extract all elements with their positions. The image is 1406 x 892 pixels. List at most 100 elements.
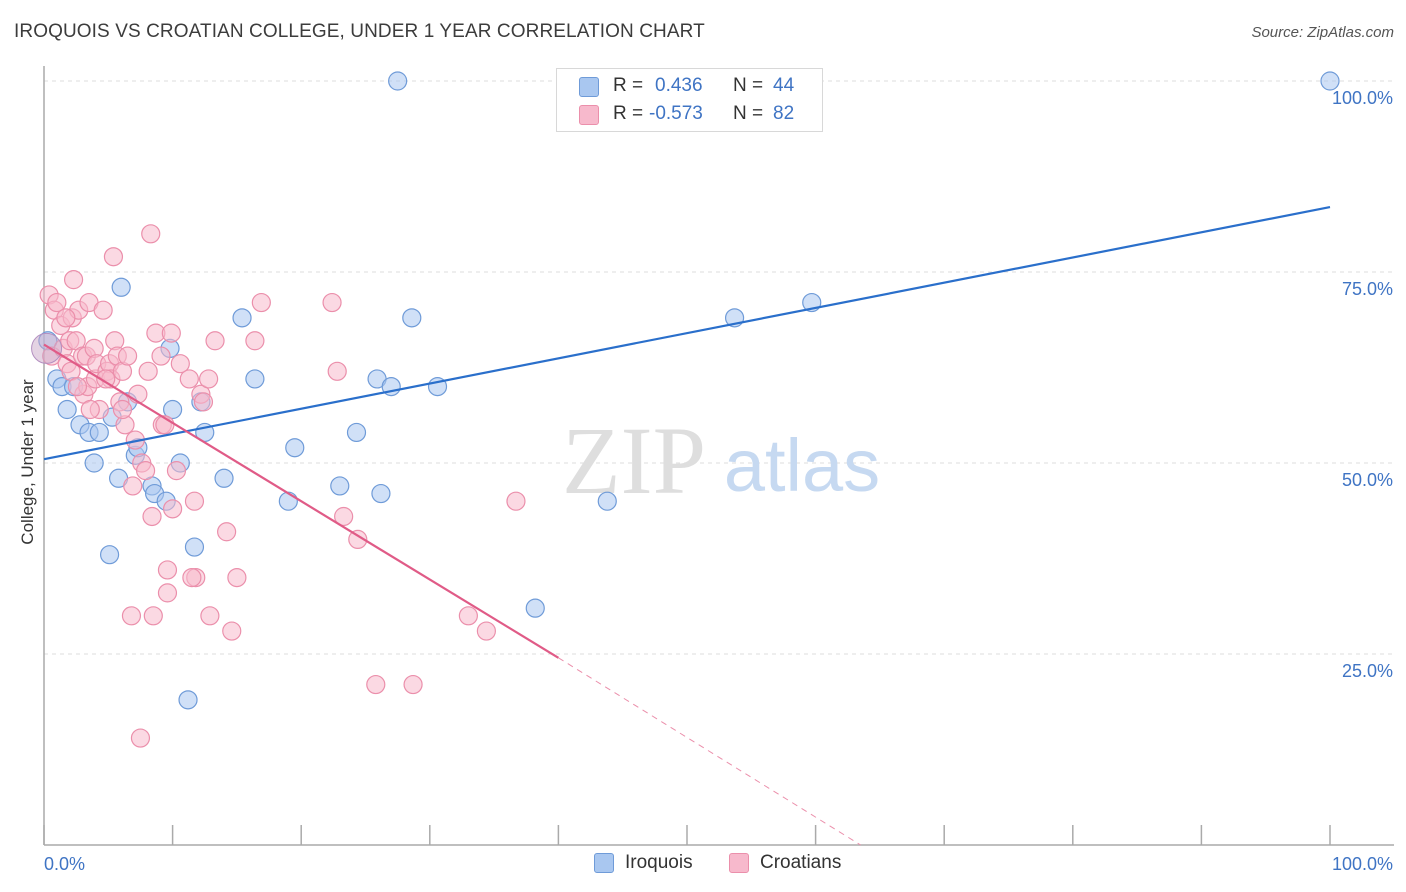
data-point-croatians (157, 560, 178, 580)
data-point-croatians (476, 621, 496, 641)
data-point-croatians (506, 491, 526, 511)
data-point-iroquois (346, 422, 367, 443)
y-tick-label: 50.0% (1342, 470, 1393, 490)
data-point-croatians (138, 361, 158, 381)
data-point-iroquois (1320, 71, 1340, 91)
legend-swatch-croatians (579, 105, 599, 125)
data-point-croatians (366, 674, 386, 695)
data-point-croatians (245, 331, 265, 351)
data-points (31, 71, 1340, 748)
data-point-croatians (403, 674, 423, 695)
axes (43, 66, 1394, 846)
legend-swatch-iroquois-bottom (594, 853, 614, 873)
data-point-croatians (166, 461, 187, 481)
legend-label-croatians: Croatians (760, 852, 842, 873)
data-point-croatians (135, 461, 156, 481)
data-point-iroquois (214, 468, 234, 488)
data-point-iroquois (184, 537, 205, 557)
data-point-croatians (143, 606, 163, 626)
data-point-croatians (141, 224, 161, 244)
data-point-croatians (112, 399, 133, 420)
data-point-iroquois (597, 491, 617, 511)
y-tick-label: 100.0% (1332, 88, 1393, 108)
data-point-iroquois (99, 545, 120, 565)
data-point-croatians (334, 506, 354, 527)
data-point-croatians (80, 399, 100, 420)
data-point-croatians (179, 369, 199, 389)
data-point-croatians (161, 323, 181, 343)
data-point-croatians (199, 369, 219, 389)
data-point-croatians (200, 606, 220, 626)
watermark: ZIP atlas (562, 407, 880, 514)
data-point-croatians (170, 354, 190, 374)
data-point-iroquois (57, 399, 77, 420)
r-value-croatians: -0.573 (649, 103, 703, 124)
data-point-iroquois (285, 438, 305, 458)
chart-title: IROQUOIS VS CROATIAN COLLEGE, UNDER 1 YE… (14, 21, 705, 42)
data-point-iroquois (232, 308, 252, 328)
data-point-iroquois (178, 690, 198, 710)
data-point-croatians (163, 499, 183, 519)
data-point-croatians (93, 300, 113, 320)
data-point-croatians (348, 529, 368, 550)
data-point-iroquois (278, 491, 298, 511)
data-point-croatians (205, 331, 225, 351)
data-point-croatians (184, 491, 205, 511)
trend-extension-croatians (558, 657, 861, 846)
data-point-iroquois (111, 277, 131, 297)
x-tick-label: 100.0% (1332, 854, 1393, 874)
legend-swatch-iroquois (579, 77, 599, 97)
data-point-iroquois (525, 598, 545, 618)
data-point-cluster (31, 332, 63, 364)
data-point-croatians (67, 377, 88, 397)
data-point-croatians (117, 346, 138, 366)
y-tick-label: 75.0% (1342, 279, 1393, 299)
data-point-croatians (193, 392, 214, 412)
data-point-croatians (123, 476, 143, 496)
data-point-croatians (458, 606, 478, 626)
data-point-croatians (96, 369, 116, 389)
data-point-iroquois (388, 71, 408, 91)
data-point-croatians (217, 522, 237, 542)
data-point-iroquois (245, 369, 265, 389)
x-tick-label: 0.0% (44, 854, 85, 874)
data-point-iroquois (163, 399, 183, 420)
data-point-croatians (182, 567, 202, 588)
data-point-croatians (322, 292, 342, 313)
n-value-iroquois: 44 (773, 75, 795, 96)
y-tick-label: 25.0% (1342, 661, 1393, 681)
data-point-croatians (47, 292, 67, 313)
legend-swatch-croatians-bottom (729, 853, 749, 873)
data-point-iroquois (402, 308, 422, 328)
data-point-croatians (251, 292, 271, 313)
n-label-croatians: N = (733, 103, 764, 124)
n-label-iroquois: N = (733, 75, 764, 96)
data-point-iroquois (330, 476, 350, 496)
source-label: Source: ZipAtlas.com (1251, 24, 1394, 41)
legend-stats: R = 0.436 N = 44 R = -0.573 N = 82 (556, 68, 823, 132)
data-point-croatians (142, 506, 162, 527)
data-point-croatians (157, 583, 178, 603)
n-value-croatians: 82 (773, 103, 795, 124)
data-point-croatians (227, 567, 247, 588)
data-point-croatians (56, 308, 76, 328)
data-point-iroquois (89, 422, 109, 443)
data-point-croatians (63, 270, 84, 290)
gridlines (44, 80, 1394, 655)
trend-line-iroquois (43, 205, 1331, 461)
r-value-iroquois: 0.436 (655, 75, 703, 96)
watermark-atlas: atlas (724, 424, 880, 507)
data-point-croatians (151, 346, 171, 366)
data-point-croatians (222, 621, 242, 641)
trend-lines (43, 205, 1331, 846)
legend-label-iroquois: Iroquois (625, 852, 693, 873)
tick-labels: 100.0% 75.0% 50.0% 25.0% 0.0% 100.0% (44, 88, 1393, 874)
data-point-iroquois (84, 453, 104, 473)
data-point-croatians (121, 606, 142, 626)
data-point-iroquois (371, 483, 391, 504)
data-point-croatians (103, 247, 124, 267)
data-point-croatians (130, 728, 151, 748)
data-point-croatians (327, 361, 347, 381)
trend-line-croatians (43, 343, 559, 659)
